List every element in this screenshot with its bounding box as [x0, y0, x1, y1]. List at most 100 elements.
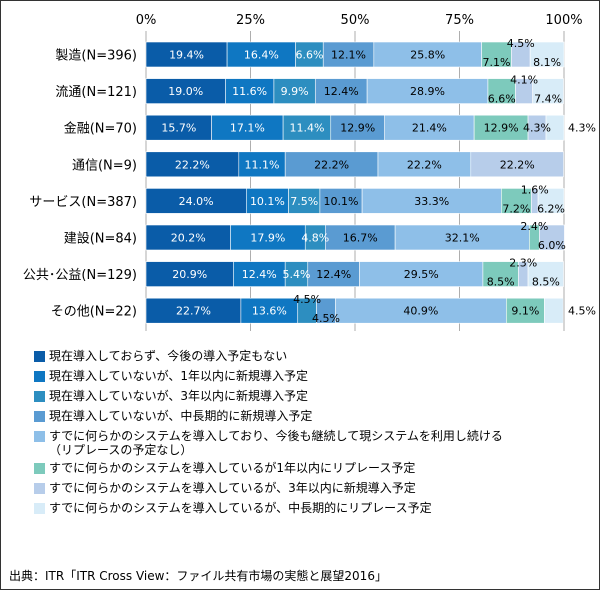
- source-note: 出典：ITR「ITR Cross View：ファイル共有市場の実態と展望2016…: [9, 569, 387, 583]
- category-label: 流通(N=121): [55, 85, 137, 100]
- bar-segment: [325, 224, 396, 251]
- category-label: 製造(N=396): [55, 49, 137, 64]
- data-label: 10.1%: [324, 195, 359, 208]
- legend-label: 現在導入していないが、3年以内に新規導入予定: [49, 389, 309, 403]
- category-label: 通信(N=9): [72, 158, 137, 173]
- x-tick-label: 25%: [236, 13, 265, 28]
- data-label: 6.0%: [538, 239, 566, 252]
- data-label: 8.1%: [533, 56, 561, 69]
- data-label: 19.0%: [168, 85, 203, 98]
- data-label: 32.1%: [445, 232, 480, 245]
- bar-segment: [532, 78, 564, 104]
- bar-segment: [384, 114, 475, 141]
- data-label: 29.5%: [404, 268, 439, 281]
- data-label: 20.2%: [171, 232, 206, 245]
- data-label: 22.2%: [407, 158, 442, 171]
- data-label: 16.7%: [343, 232, 378, 245]
- bar-segment: [537, 188, 565, 214]
- category-label: 建設(N=84): [64, 231, 137, 247]
- data-label: 24.0%: [179, 195, 214, 208]
- x-tick-label: 100%: [545, 13, 582, 28]
- bar-segment: [233, 261, 286, 287]
- data-label: 4.1%: [510, 74, 538, 87]
- data-label: 15.7%: [161, 122, 196, 135]
- legend-swatch: [34, 391, 45, 402]
- data-label: 11.1%: [245, 158, 280, 171]
- legend-label: 現在導入しておらず、今後の導入予定もない: [49, 349, 288, 363]
- category-label: 公共･公益(N=129): [23, 268, 137, 283]
- bar-segment: [545, 114, 565, 141]
- bar-segment: [473, 114, 529, 141]
- bar-segment: [506, 297, 545, 324]
- x-tick-label: 50%: [341, 13, 370, 28]
- bar-segment: [330, 114, 385, 141]
- data-label: 5.4%: [283, 268, 311, 281]
- bar-segment: [527, 261, 564, 287]
- data-label: 4.5%: [293, 293, 321, 306]
- bar-segment: [373, 41, 482, 68]
- data-label: 7.1%: [483, 56, 511, 69]
- data-label: 28.9%: [410, 85, 445, 98]
- legend-swatch: [34, 371, 45, 382]
- category-label: サービス(N=387): [29, 195, 137, 210]
- bar-segment: [544, 297, 564, 324]
- data-label: 4.3%: [568, 122, 596, 135]
- data-label: 19.4%: [169, 49, 204, 62]
- data-label: 9.9%: [281, 85, 309, 98]
- data-label: 12.4%: [242, 268, 277, 281]
- bar-segment: [145, 297, 242, 324]
- legend-label: すでに何らかのシステムを導入しているが、中長期的にリプレース予定: [49, 501, 432, 515]
- data-label: 4.5%: [312, 312, 340, 325]
- data-label: 4.5%: [507, 37, 535, 50]
- bar-segment: [394, 224, 530, 251]
- data-label: 11.4%: [289, 122, 324, 135]
- legend-label: 現在導入していないが、1年以内に新規導入予定: [49, 369, 309, 383]
- bar-segment: [529, 41, 565, 68]
- data-label: 6.6%: [295, 49, 323, 62]
- bar-segment: [246, 188, 289, 214]
- data-label: 21.4%: [412, 122, 447, 135]
- bar-segment: [284, 151, 379, 178]
- legend-swatch: [34, 431, 45, 442]
- bar-segment: [145, 78, 226, 104]
- data-label: 4.3%: [523, 122, 551, 135]
- bar-segment: [238, 151, 286, 178]
- bar-segment: [295, 41, 324, 68]
- data-label: 7.4%: [534, 93, 562, 106]
- bar-segment: [226, 41, 296, 68]
- data-label: 8.5%: [487, 276, 515, 289]
- legend-label: 現在導入していないが、中長期的に新規導入予定: [49, 409, 313, 423]
- bar-segment: [307, 261, 360, 287]
- data-label: 22.2%: [500, 158, 535, 171]
- legend-swatch: [34, 411, 45, 422]
- data-label: 17.1%: [230, 122, 265, 135]
- bar-segment: [145, 261, 234, 287]
- data-label: 17.9%: [250, 232, 285, 245]
- category-label: その他(N=22): [51, 305, 137, 320]
- data-label: 9.1%: [511, 305, 539, 318]
- bar-segment: [314, 78, 368, 104]
- x-tick-label: 0%: [136, 13, 157, 28]
- data-label: 8.5%: [532, 276, 560, 289]
- bar-segment: [288, 188, 321, 214]
- legend-label: すでに何らかのシステムを導入しており、今後も継続して現システムを利用し続ける （…: [49, 429, 503, 457]
- bar-segment: [211, 114, 284, 141]
- data-label: 10.1%: [250, 195, 285, 208]
- bar-segment: [145, 41, 228, 68]
- bar-segment: [539, 224, 565, 251]
- data-label: 2.3%: [509, 257, 537, 270]
- data-label: 2.4%: [520, 220, 548, 233]
- data-label: 7.5%: [290, 195, 318, 208]
- data-label: 12.9%: [340, 122, 375, 135]
- bar-segment: [145, 224, 231, 251]
- data-label: 12.1%: [331, 49, 366, 62]
- data-label: 25.8%: [410, 49, 445, 62]
- legend-label: すでに何らかのシステムを導入しているが1年以内にリプレース予定: [49, 461, 416, 475]
- data-label: 20.9%: [172, 268, 207, 281]
- data-label: 4.5%: [568, 305, 596, 318]
- bar-segment: [145, 114, 212, 141]
- data-label: 40.9%: [403, 305, 438, 318]
- bar-segment: [366, 78, 489, 104]
- x-tick-label: 75%: [445, 13, 474, 28]
- data-label: 12.4%: [324, 85, 359, 98]
